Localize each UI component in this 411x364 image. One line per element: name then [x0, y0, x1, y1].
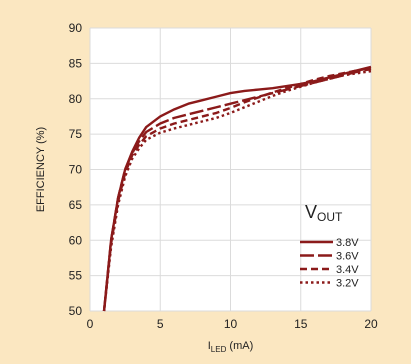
y-tick-label: 50 [69, 304, 83, 318]
x-tick-label: 10 [224, 317, 238, 331]
y-tick-label: 55 [69, 269, 83, 283]
y-axis-label: EFFICIENCY (%) [35, 127, 47, 212]
x-tick-label: 20 [364, 317, 378, 331]
x-axis-label-main: I [208, 340, 211, 352]
legend: VOUT 3.8V 3.6V3.4V 3.2V [300, 202, 359, 290]
x-tick-label: 15 [294, 317, 308, 331]
grid [89, 27, 372, 312]
legend-title-sub: OUT [317, 210, 343, 224]
x-tick-label: 5 [157, 317, 164, 331]
y-tick-label: 85 [69, 56, 83, 70]
y-tick-label: 60 [69, 233, 83, 247]
y-tick-label: 80 [69, 92, 83, 106]
series-line-3-4v [102, 67, 372, 312]
y-tick-label: 65 [69, 198, 83, 212]
series-lines [102, 65, 372, 312]
y-tick-label: 75 [69, 127, 83, 141]
legend-label: 3.8V [336, 237, 359, 249]
y-tick-label: 90 [69, 21, 83, 35]
y-tick-label: 70 [69, 163, 83, 177]
legend-label: 3.4V [336, 264, 359, 276]
tick-labels: 0 5 10 15 20 50 55 60 65 70 75 80 85 90 [69, 21, 378, 331]
legend-label: 3.2V [336, 278, 359, 290]
series-line-3-2v [102, 69, 372, 312]
legend-title: VOUT [305, 202, 343, 224]
x-axis-label-sub: LED [211, 345, 227, 354]
x-axis-label: ILED (mA) [208, 340, 254, 354]
legend-label: 3.6V [336, 251, 359, 263]
x-axis-label-unit: (mA) [226, 340, 253, 352]
x-tick-label: 0 [87, 317, 94, 331]
legend-title-main: V [305, 202, 317, 222]
